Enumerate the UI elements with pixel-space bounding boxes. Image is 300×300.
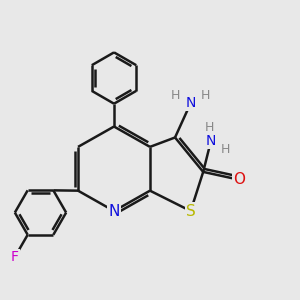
Text: O: O <box>233 172 245 187</box>
Text: H: H <box>201 89 210 102</box>
Text: S: S <box>186 203 196 218</box>
Text: N: N <box>185 96 196 110</box>
Text: F: F <box>11 250 19 264</box>
Text: N: N <box>108 203 120 218</box>
Text: H: H <box>205 121 214 134</box>
Text: H: H <box>220 143 230 156</box>
Text: N: N <box>206 134 216 148</box>
Text: H: H <box>171 89 180 102</box>
